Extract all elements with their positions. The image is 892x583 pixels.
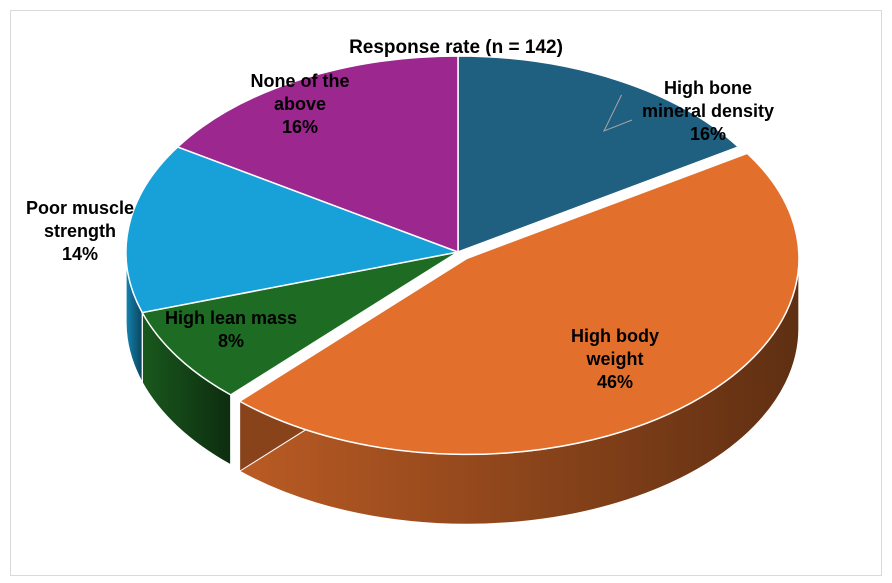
- pie-slice-2: [141, 251, 459, 396]
- pie-slice-3: [125, 146, 461, 314]
- chart-frame: [10, 10, 882, 576]
- leader-line-high-bone-mineral-density: [602, 94, 633, 132]
- pie-slice-4: [176, 55, 459, 254]
- pie-top-faces: [125, 55, 800, 456]
- pie-slice-1: [238, 152, 800, 456]
- chart-title: Response rate (n = 142): [349, 37, 563, 58]
- data-label-high-lean-mass: High lean mass 8%: [164, 308, 298, 351]
- data-label-none-of-the-above: None of the above 16%: [250, 71, 350, 137]
- data-label-poor-muscle-strength: Poor muscle strength 14%: [25, 198, 135, 264]
- data-label-high-body-weight: High body weight 46%: [571, 326, 659, 392]
- pie-slice-0: [457, 55, 740, 254]
- data-label-high-bone-mineral-density: High bone mineral density 16%: [641, 78, 775, 144]
